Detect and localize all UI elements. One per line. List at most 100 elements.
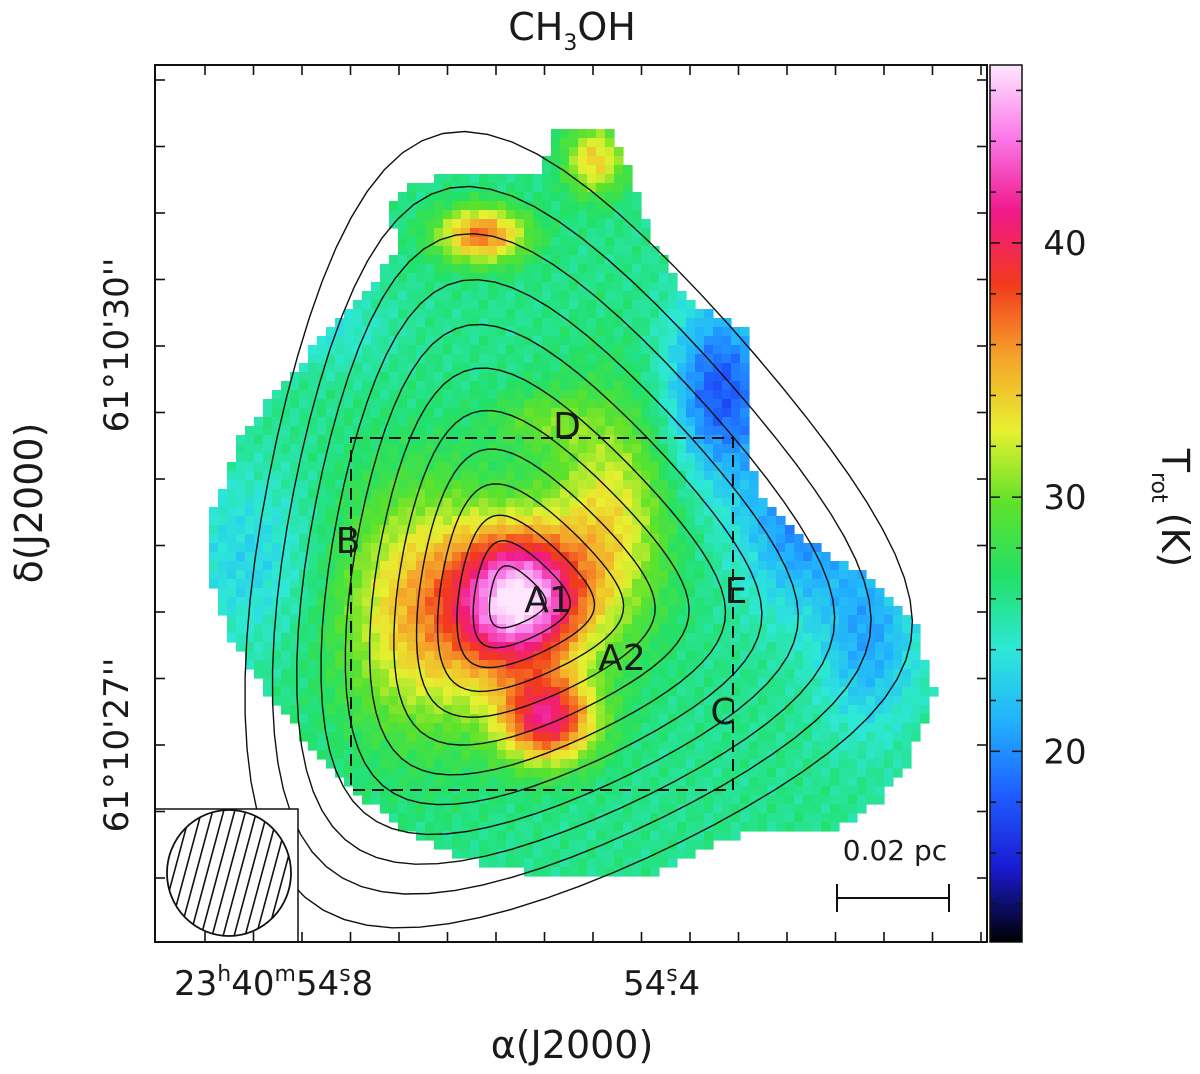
heatmap-cell: [551, 480, 561, 490]
heatmap-cell: [596, 750, 606, 760]
heatmap-cell: [857, 606, 867, 616]
heatmap-cell: [632, 273, 642, 283]
heatmap-cell: [758, 660, 768, 670]
heatmap-cell: [542, 561, 552, 571]
heatmap-cell: [758, 570, 768, 580]
heatmap-cell: [407, 651, 417, 661]
heatmap-cell: [308, 678, 318, 688]
heatmap-cell: [317, 579, 327, 589]
heatmap-cell: [641, 858, 651, 868]
heatmap-cell: [470, 642, 480, 652]
heatmap-cell: [299, 723, 309, 733]
heatmap-cell: [461, 228, 471, 238]
heatmap-cell: [794, 669, 804, 679]
heatmap-cell: [695, 507, 705, 517]
heatmap-cell: [596, 552, 606, 562]
heatmap-cell: [794, 642, 804, 652]
heatmap-cell: [389, 570, 399, 580]
heatmap-cell: [623, 354, 633, 364]
heatmap-cell: [569, 642, 579, 652]
heatmap-cell: [596, 363, 606, 373]
heatmap-cell: [749, 714, 759, 724]
heatmap-cell: [677, 390, 687, 400]
heatmap-cell: [875, 606, 885, 616]
heatmap-cell: [632, 210, 642, 220]
heatmap-cell: [614, 390, 624, 400]
heatmap-cell: [884, 714, 894, 724]
heatmap-cell: [704, 552, 714, 562]
heatmap-cell: [362, 372, 372, 382]
heatmap-cell: [461, 462, 471, 472]
heatmap-cell: [659, 264, 669, 274]
heatmap-cell: [416, 336, 426, 346]
heatmap-cell: [785, 534, 795, 544]
heatmap-cell: [596, 372, 606, 382]
heatmap-cell: [389, 660, 399, 670]
heatmap-cell: [740, 579, 750, 589]
heatmap-cell: [326, 444, 336, 454]
heatmap-cell: [587, 678, 597, 688]
heatmap-cell: [425, 795, 435, 805]
heatmap-cell: [578, 750, 588, 760]
heatmap-cell: [695, 435, 705, 445]
heatmap-cell: [695, 597, 705, 607]
heatmap-cell: [524, 399, 534, 409]
heatmap-cell: [533, 408, 543, 418]
heatmap-cell: [812, 813, 822, 823]
heatmap-cell: [506, 318, 516, 328]
heatmap-cell: [560, 525, 570, 535]
heatmap-cell: [344, 759, 354, 769]
heatmap-cell: [470, 273, 480, 283]
heatmap-cell: [740, 642, 750, 652]
heatmap-cell: [353, 471, 363, 481]
heatmap-cell: [254, 435, 264, 445]
heatmap-cell: [758, 525, 768, 535]
heatmap-cell: [641, 480, 651, 490]
heatmap-cell: [524, 588, 534, 598]
heatmap-cell: [488, 543, 498, 553]
heatmap-cell: [605, 138, 615, 148]
heatmap-cell: [875, 786, 885, 796]
heatmap-cell: [668, 615, 678, 625]
heatmap-cell: [668, 507, 678, 517]
heatmap-cell: [398, 228, 408, 238]
heatmap-cell: [551, 579, 561, 589]
heatmap-cell: [776, 525, 786, 535]
heatmap-cell: [812, 768, 822, 778]
heatmap-cell: [389, 516, 399, 526]
heatmap-cell: [461, 579, 471, 589]
heatmap-cell: [767, 642, 777, 652]
heatmap-cell: [326, 345, 336, 355]
heatmap-cell: [812, 804, 822, 814]
heatmap-cell: [875, 705, 885, 715]
heatmap-cell: [497, 723, 507, 733]
heatmap-cell: [362, 525, 372, 535]
heatmap-cell: [434, 633, 444, 643]
heatmap-cell: [434, 444, 444, 454]
heatmap-cell: [470, 210, 480, 220]
heatmap-cell: [551, 840, 561, 850]
heatmap-cell: [587, 165, 597, 175]
heatmap-cell: [290, 696, 300, 706]
heatmap-cell: [650, 246, 660, 256]
heatmap-cell: [839, 696, 849, 706]
heatmap-cell: [812, 579, 822, 589]
heatmap-cell: [641, 669, 651, 679]
heatmap-cell: [569, 849, 579, 859]
heatmap-cell: [380, 318, 390, 328]
heatmap-cell: [407, 183, 417, 193]
heatmap-cell: [623, 489, 633, 499]
heatmap-cell: [794, 813, 804, 823]
heatmap-cell: [515, 804, 525, 814]
heatmap-cell: [461, 183, 471, 193]
heatmap-cell: [236, 561, 246, 571]
heatmap-cell: [407, 570, 417, 580]
peak-label-e: E: [725, 571, 748, 612]
heatmap-cell: [713, 642, 723, 652]
heatmap-cell: [632, 471, 642, 481]
heatmap-cell: [803, 651, 813, 661]
heatmap-cell: [524, 300, 534, 310]
heatmap-cell: [569, 660, 579, 670]
heatmap-cell: [407, 759, 417, 769]
heatmap-cell: [758, 606, 768, 616]
